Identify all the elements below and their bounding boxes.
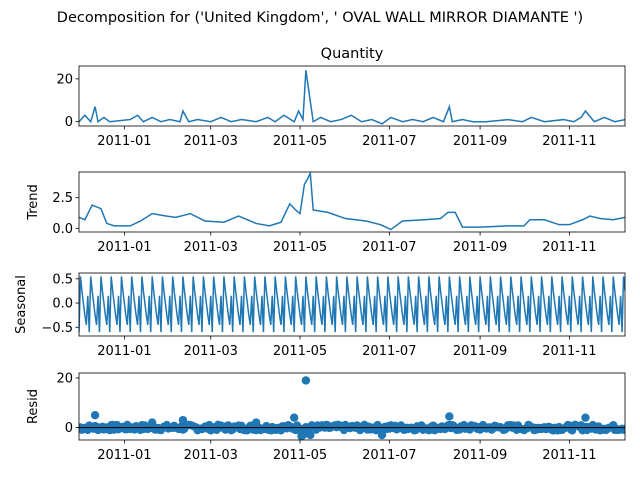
- x-tick-label: 2011-05: [273, 134, 327, 149]
- x-tick-label: 2011-01: [97, 240, 151, 255]
- x-tick-label: 2011-11: [542, 240, 596, 255]
- observed-line: [79, 70, 625, 125]
- axes-frame: [78, 372, 626, 441]
- y-tick-label: 20: [56, 72, 73, 87]
- x-tick-label: 2011-09: [453, 344, 507, 359]
- panel-seasonal: −0.5 0.0 0.5 2011-01 2011-03 2011-05 2011-07 20…: [14, 272, 626, 359]
- axes-frame: [78, 171, 626, 233]
- resid-point: [90, 410, 100, 420]
- y-tick-label: 2.5: [52, 191, 73, 206]
- y-axis-label: Resid: [26, 389, 41, 424]
- x-tick-label: 2011-01: [97, 344, 151, 359]
- y-axis-label: Seasonal: [14, 275, 29, 334]
- panel-trend: 0.0 2.5 2011-01 2011-03 2011-05 2011-07 2011-0…: [26, 171, 626, 255]
- y-tick-label: 0.0: [52, 297, 73, 312]
- x-tick-label: 2011-09: [453, 240, 507, 255]
- panel-title: Quantity: [321, 46, 384, 62]
- y-tick-label: 0: [65, 115, 73, 130]
- panel-observed: 0 20 2011-01 2011-03 2011-05 2011-07 2011-09 20…: [56, 46, 626, 149]
- x-tick-label: 2011-05: [273, 448, 327, 463]
- trend-line: [79, 172, 625, 231]
- x-tick-label: 2011-09: [453, 134, 507, 149]
- resid-point: [306, 430, 315, 440]
- x-tick-label: 2011-05: [273, 240, 327, 255]
- resid-points: [79, 376, 625, 440]
- x-tick-label: 2011-01: [97, 448, 151, 463]
- y-tick-label: 0.5: [52, 272, 73, 287]
- axes-frame: [78, 65, 626, 127]
- resid-point: [289, 413, 299, 422]
- resid-point: [147, 418, 157, 427]
- resid-point: [581, 413, 590, 422]
- resid-point: [301, 376, 311, 385]
- resid-point: [621, 424, 625, 433]
- x-tick-label: 2011-05: [273, 344, 327, 359]
- y-axis-label: Trend: [26, 184, 41, 221]
- x-tick-label: 2011-03: [184, 448, 238, 463]
- panel-resid: 0 20 2011-01 2011-03 2011-05 2011-07 2011-09 20…: [26, 371, 626, 463]
- x-tick-label: 2011-03: [184, 134, 238, 149]
- seasonal-line: [79, 276, 625, 333]
- x-tick-label: 2011-07: [362, 448, 416, 463]
- y-tick-label: 0: [65, 421, 73, 436]
- resid-point: [445, 412, 454, 421]
- x-tick-label: 2011-11: [542, 448, 596, 463]
- x-tick-label: 2011-09: [453, 448, 507, 463]
- y-tick-label: −0.5: [41, 321, 73, 336]
- x-tick-label: 2011-03: [184, 240, 238, 255]
- x-tick-label: 2011-07: [362, 134, 416, 149]
- axes-frame: [78, 272, 626, 337]
- x-tick-label: 2011-07: [362, 240, 416, 255]
- resid-point: [178, 415, 188, 425]
- x-tick-label: 2011-11: [542, 134, 596, 149]
- resid-point: [251, 418, 261, 427]
- x-tick-label: 2011-11: [542, 344, 596, 359]
- figure-title: Decomposition for ('United Kingdom', ' O…: [57, 10, 583, 26]
- y-tick-label: 20: [56, 371, 73, 386]
- x-tick-label: 2011-07: [362, 344, 416, 359]
- x-tick-label: 2011-03: [184, 344, 238, 359]
- x-tick-label: 2011-01: [97, 134, 151, 149]
- resid-point: [298, 430, 308, 440]
- y-tick-label: 0.0: [52, 222, 73, 237]
- resid-point: [377, 430, 387, 440]
